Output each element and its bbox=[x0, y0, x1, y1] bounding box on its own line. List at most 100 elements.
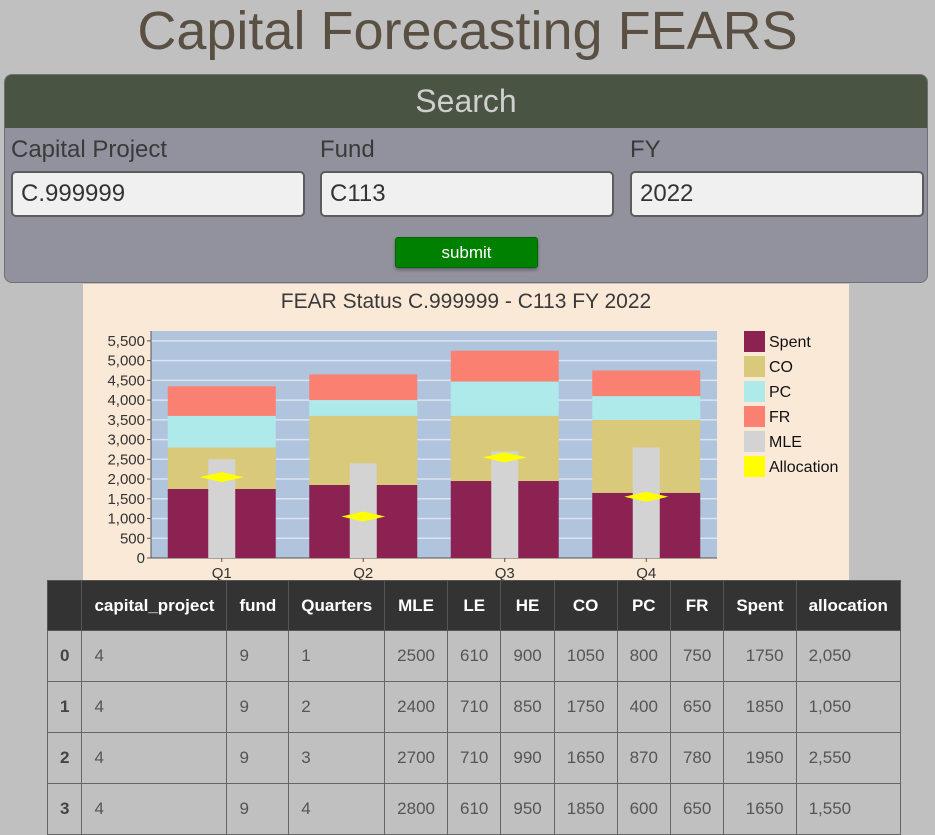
table-cell: 4 bbox=[81, 630, 228, 682]
table-cell: 1850 bbox=[553, 783, 618, 835]
y-tick-label: 5,500 bbox=[107, 333, 145, 350]
y-tick-label: 4,500 bbox=[107, 372, 145, 389]
table-cell: 400 bbox=[616, 681, 671, 733]
y-tick-label: 5,000 bbox=[107, 353, 145, 370]
table-cell: 2 bbox=[288, 681, 386, 733]
table-body: 0 4 9 1 2500 610 900 1050 800 750 1750 2,050 1 4 9 2 240… bbox=[46, 630, 901, 835]
capital-project-field: Capital Project bbox=[11, 135, 305, 217]
y-tick-label: 2,000 bbox=[107, 471, 145, 488]
table-row: 1 4 9 2 2400 710 850 1750 400 650 1850 1,050 bbox=[46, 681, 901, 733]
fy-field: FY bbox=[630, 135, 924, 217]
table-cell: 900 bbox=[500, 630, 555, 682]
allocation-marker-q3 bbox=[482, 452, 527, 463]
column-header-capital-project: capital_project bbox=[81, 580, 228, 631]
y-tick-label: 3,500 bbox=[107, 412, 145, 429]
allocation-marker-q2 bbox=[341, 511, 386, 522]
table-cell: 800 bbox=[616, 630, 671, 682]
table-cell: 2400 bbox=[384, 681, 448, 733]
table-row: 2 4 9 3 2700 710 990 1650 870 780 1950 2,550 bbox=[46, 732, 901, 784]
table-cell: 950 bbox=[500, 783, 555, 835]
legend-label-co: CO bbox=[769, 359, 793, 376]
table-cell: 1850 bbox=[723, 681, 797, 733]
chart-title: FEAR Status C.999999 - C113 FY 2022 bbox=[281, 290, 651, 313]
table-cell: 650 bbox=[669, 681, 725, 733]
y-tick-label: 2,500 bbox=[107, 451, 145, 468]
row-index-cell: 2 bbox=[46, 732, 83, 784]
fear-status-chart: FEAR Status C.999999 - C113 FY 2022 0 500… bbox=[83, 284, 849, 580]
legend-label-allocation: Allocation bbox=[769, 459, 838, 476]
capital-project-input[interactable] bbox=[11, 171, 305, 217]
y-tick-label: 0 bbox=[137, 550, 145, 567]
table-cell: 710 bbox=[446, 681, 502, 733]
bar-pc-q4 bbox=[592, 396, 701, 420]
table-cell: 850 bbox=[500, 681, 555, 733]
search-panel: Search Capital Project Fund FY submit bbox=[4, 74, 928, 283]
table-cell: 1 bbox=[288, 630, 386, 682]
row-index-cell: 3 bbox=[46, 783, 83, 835]
table-cell: 870 bbox=[616, 732, 671, 784]
fund-input[interactable] bbox=[320, 171, 614, 217]
table-cell: 1650 bbox=[553, 732, 618, 784]
legend-swatch-fr bbox=[744, 406, 765, 427]
table-cell: 9 bbox=[226, 681, 290, 733]
column-header-quarters: Quarters bbox=[288, 580, 386, 631]
table-cell: 4 bbox=[81, 681, 228, 733]
bar-pc-q1 bbox=[167, 415, 276, 448]
y-tick-label: 3,000 bbox=[107, 432, 145, 449]
table-cell: 1750 bbox=[723, 630, 797, 682]
legend-label-mle: MLE bbox=[769, 434, 802, 451]
submit-button[interactable]: submit bbox=[395, 237, 538, 268]
bar-pc-q2 bbox=[309, 400, 418, 416]
table-cell: 2,050 bbox=[795, 630, 901, 682]
table-cell: 1050 bbox=[553, 630, 618, 682]
table-cell: 3 bbox=[288, 732, 386, 784]
column-header-allocation: allocation bbox=[795, 580, 901, 631]
table-cell: 9 bbox=[226, 732, 290, 784]
legend-swatch-allocation bbox=[744, 456, 765, 477]
column-header-mle: MLE bbox=[384, 580, 448, 631]
fund-label: Fund bbox=[320, 136, 375, 163]
legend-label-spent: Spent bbox=[769, 334, 811, 351]
column-header-spent: Spent bbox=[723, 580, 797, 631]
table-cell: 9 bbox=[226, 630, 290, 682]
table-cell: 610 bbox=[446, 630, 502, 682]
table-cell: 990 bbox=[500, 732, 555, 784]
table-cell: 1650 bbox=[723, 783, 797, 835]
table-cell: 650 bbox=[669, 783, 725, 835]
column-header-le: LE bbox=[446, 580, 502, 631]
bar-mle-q4 bbox=[632, 447, 660, 558]
search-header: Search bbox=[5, 75, 927, 128]
table-cell: 750 bbox=[669, 630, 725, 682]
bar-pc-q3 bbox=[450, 381, 559, 416]
table-row: 3 4 9 4 2800 610 950 1850 600 650 1650 1,550 bbox=[46, 783, 901, 835]
column-header-co: CO bbox=[553, 580, 618, 631]
fy-input[interactable] bbox=[630, 171, 924, 217]
bar-fr-q4 bbox=[592, 370, 701, 397]
legend-swatch-co bbox=[744, 356, 765, 377]
legend-label-pc: PC bbox=[769, 384, 791, 401]
column-header-he: HE bbox=[500, 580, 555, 631]
capital-project-label: Capital Project bbox=[11, 136, 168, 163]
table-cell: 610 bbox=[446, 783, 502, 835]
table-cell: 2800 bbox=[384, 783, 448, 835]
table-cell: 2500 bbox=[384, 630, 448, 682]
table-cell: 4 bbox=[288, 783, 386, 835]
bar-fr-q1 bbox=[167, 386, 276, 416]
table-cell: 1,550 bbox=[795, 783, 901, 835]
table-cell: 1950 bbox=[723, 732, 797, 784]
table-cell: 710 bbox=[446, 732, 502, 784]
y-tick-label: 1,000 bbox=[107, 511, 145, 528]
legend-swatch-pc bbox=[744, 381, 765, 402]
column-header-fr: FR bbox=[669, 580, 725, 631]
x-tick-label-q1: Q1 bbox=[212, 565, 232, 580]
column-header-pc: PC bbox=[616, 580, 671, 631]
table-row: 0 4 9 1 2500 610 900 1050 800 750 1750 2,050 bbox=[46, 630, 901, 682]
x-tick-label-q4: Q4 bbox=[636, 565, 656, 580]
legend-label-fr: FR bbox=[769, 409, 790, 426]
chart-svg: FEAR Status C.999999 - C113 FY 2022 0 500… bbox=[107, 290, 838, 580]
allocation-marker-q1 bbox=[199, 472, 244, 483]
fund-field: Fund bbox=[320, 135, 614, 217]
bar-mle-q2 bbox=[349, 463, 377, 558]
x-tick-label-q3: Q3 bbox=[495, 565, 515, 580]
table-header-row: capital_project fund Quarters MLE LE HE CO PC FR… bbox=[46, 580, 901, 631]
